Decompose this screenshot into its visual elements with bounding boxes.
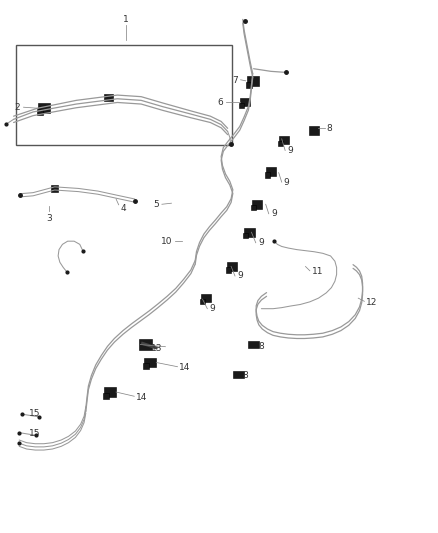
Text: 9: 9	[209, 304, 215, 313]
Text: 9: 9	[287, 146, 293, 155]
Text: 5: 5	[154, 200, 159, 209]
FancyBboxPatch shape	[252, 200, 262, 208]
Text: 3: 3	[46, 214, 53, 223]
Text: 6: 6	[218, 99, 223, 108]
FancyBboxPatch shape	[240, 98, 250, 106]
FancyBboxPatch shape	[243, 233, 248, 238]
Text: 4: 4	[120, 204, 126, 213]
FancyBboxPatch shape	[104, 94, 113, 101]
FancyBboxPatch shape	[248, 341, 259, 348]
FancyBboxPatch shape	[251, 205, 256, 211]
Bar	[16, 45, 232, 145]
Text: 15: 15	[29, 409, 40, 418]
Text: 11: 11	[312, 267, 324, 276]
Text: 8: 8	[243, 371, 248, 380]
FancyBboxPatch shape	[279, 135, 289, 144]
Text: 14: 14	[136, 393, 147, 402]
Text: 14: 14	[179, 364, 191, 372]
Text: 8: 8	[326, 124, 332, 133]
FancyBboxPatch shape	[37, 109, 43, 115]
FancyBboxPatch shape	[226, 267, 231, 272]
FancyBboxPatch shape	[246, 82, 251, 87]
FancyBboxPatch shape	[138, 340, 152, 350]
FancyBboxPatch shape	[104, 387, 116, 397]
Text: 15: 15	[29, 429, 40, 438]
FancyBboxPatch shape	[265, 167, 276, 176]
Text: 8: 8	[258, 342, 264, 351]
Text: 13: 13	[151, 344, 163, 353]
Text: 2: 2	[14, 103, 20, 112]
FancyBboxPatch shape	[247, 76, 258, 86]
Text: 7: 7	[233, 76, 238, 85]
FancyBboxPatch shape	[227, 262, 237, 271]
Text: 10: 10	[161, 237, 172, 246]
FancyBboxPatch shape	[200, 299, 205, 304]
FancyBboxPatch shape	[239, 103, 244, 108]
FancyBboxPatch shape	[201, 294, 211, 302]
FancyBboxPatch shape	[51, 185, 58, 192]
FancyBboxPatch shape	[38, 103, 50, 113]
FancyBboxPatch shape	[278, 141, 283, 146]
FancyBboxPatch shape	[143, 364, 148, 369]
Text: 12: 12	[366, 298, 378, 307]
FancyBboxPatch shape	[265, 172, 270, 177]
FancyBboxPatch shape	[244, 228, 254, 237]
Text: 9: 9	[258, 238, 264, 247]
Text: 9: 9	[271, 209, 277, 218]
Text: 9: 9	[237, 271, 243, 280]
FancyBboxPatch shape	[144, 358, 155, 367]
FancyBboxPatch shape	[309, 126, 319, 135]
Text: 9: 9	[284, 177, 290, 187]
Text: 1: 1	[123, 15, 129, 24]
FancyBboxPatch shape	[233, 371, 244, 378]
FancyBboxPatch shape	[103, 393, 109, 399]
